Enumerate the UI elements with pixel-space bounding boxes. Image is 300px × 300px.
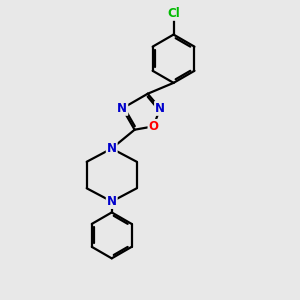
Text: Cl: Cl (167, 7, 180, 20)
Text: N: N (117, 102, 127, 115)
Text: N: N (107, 142, 117, 155)
Text: N: N (107, 195, 117, 208)
Text: N: N (155, 102, 165, 115)
Text: O: O (148, 120, 158, 133)
